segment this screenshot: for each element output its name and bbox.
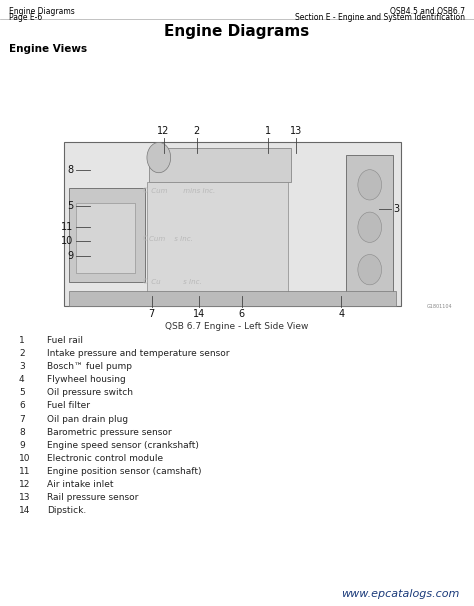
Text: 4: 4 (338, 309, 344, 319)
Text: 5: 5 (19, 388, 25, 398)
Text: 3: 3 (393, 204, 400, 214)
Text: Intake pressure and temperature sensor: Intake pressure and temperature sensor (47, 349, 230, 358)
Bar (69, 188, 145, 282)
Text: © Cum       mins Inc.: © Cum mins Inc. (142, 188, 216, 194)
Text: 9: 9 (67, 251, 73, 261)
Text: 1: 1 (265, 126, 271, 136)
Text: Barometric pressure sensor: Barometric pressure sensor (47, 428, 172, 436)
Bar (9, 55, 465, 321)
Bar (76, 203, 135, 273)
Text: 10: 10 (61, 236, 73, 246)
Text: Engine Views: Engine Views (9, 44, 88, 54)
Text: 13: 13 (290, 126, 302, 136)
Text: Rail pressure sensor: Rail pressure sensor (47, 493, 139, 502)
Text: 6: 6 (19, 401, 25, 410)
Text: 11: 11 (61, 222, 73, 232)
Text: Engine Diagrams: Engine Diagrams (164, 24, 310, 39)
Text: Section E - Engine and System Identification: Section E - Engine and System Identifica… (294, 13, 465, 22)
Text: Bosch™ fuel pump: Bosch™ fuel pump (47, 362, 132, 371)
Text: QSB4.5 and QSB6.7: QSB4.5 and QSB6.7 (390, 7, 465, 16)
Text: 4: 4 (19, 375, 25, 384)
Text: 12: 12 (157, 126, 170, 136)
Text: www.epcatalogs.com: www.epcatalogs.com (341, 588, 460, 599)
Text: Engine position sensor (camshaft): Engine position sensor (camshaft) (47, 467, 202, 476)
Text: 12: 12 (19, 480, 30, 488)
Text: Oil pan drain plug: Oil pan drain plug (47, 415, 128, 424)
Circle shape (358, 212, 382, 242)
Text: 7: 7 (19, 415, 25, 424)
Text: ©Cum    s Inc.: ©Cum s Inc. (142, 236, 193, 242)
Bar (64, 142, 401, 306)
Text: 10: 10 (19, 453, 30, 462)
Bar (147, 182, 288, 294)
Text: 2: 2 (193, 126, 200, 136)
Text: 8: 8 (67, 165, 73, 175)
Text: G1801104: G1801104 (427, 304, 453, 309)
Text: Fuel filter: Fuel filter (47, 401, 91, 410)
Text: © Cu          s Inc.: © Cu s Inc. (142, 279, 202, 285)
Bar (149, 148, 291, 182)
Text: 7: 7 (148, 309, 155, 319)
Text: 5: 5 (67, 201, 73, 211)
Bar (69, 291, 396, 306)
Text: 11: 11 (19, 467, 30, 476)
Text: Oil pressure switch: Oil pressure switch (47, 388, 133, 398)
Text: Engine Diagrams: Engine Diagrams (9, 7, 75, 16)
Bar (346, 155, 393, 294)
Text: 6: 6 (239, 309, 245, 319)
Circle shape (147, 142, 171, 173)
Text: Page E-6: Page E-6 (9, 13, 43, 22)
Text: 8: 8 (19, 428, 25, 436)
Text: 1: 1 (19, 336, 25, 345)
Text: 13: 13 (19, 493, 30, 502)
Text: Air intake inlet: Air intake inlet (47, 480, 114, 488)
Circle shape (358, 255, 382, 285)
Text: 14: 14 (193, 309, 205, 319)
Text: Flywheel housing: Flywheel housing (47, 375, 126, 384)
Text: 9: 9 (19, 441, 25, 450)
Text: Electronic control module: Electronic control module (47, 453, 164, 462)
Text: 3: 3 (19, 362, 25, 371)
Text: Dipstick.: Dipstick. (47, 505, 87, 514)
Circle shape (358, 170, 382, 200)
Text: QSB 6.7 Engine - Left Side View: QSB 6.7 Engine - Left Side View (165, 322, 309, 331)
Text: 14: 14 (19, 505, 30, 514)
Text: 2: 2 (19, 349, 25, 358)
Text: Fuel rail: Fuel rail (47, 336, 83, 345)
Text: Engine speed sensor (crankshaft): Engine speed sensor (crankshaft) (47, 441, 199, 450)
